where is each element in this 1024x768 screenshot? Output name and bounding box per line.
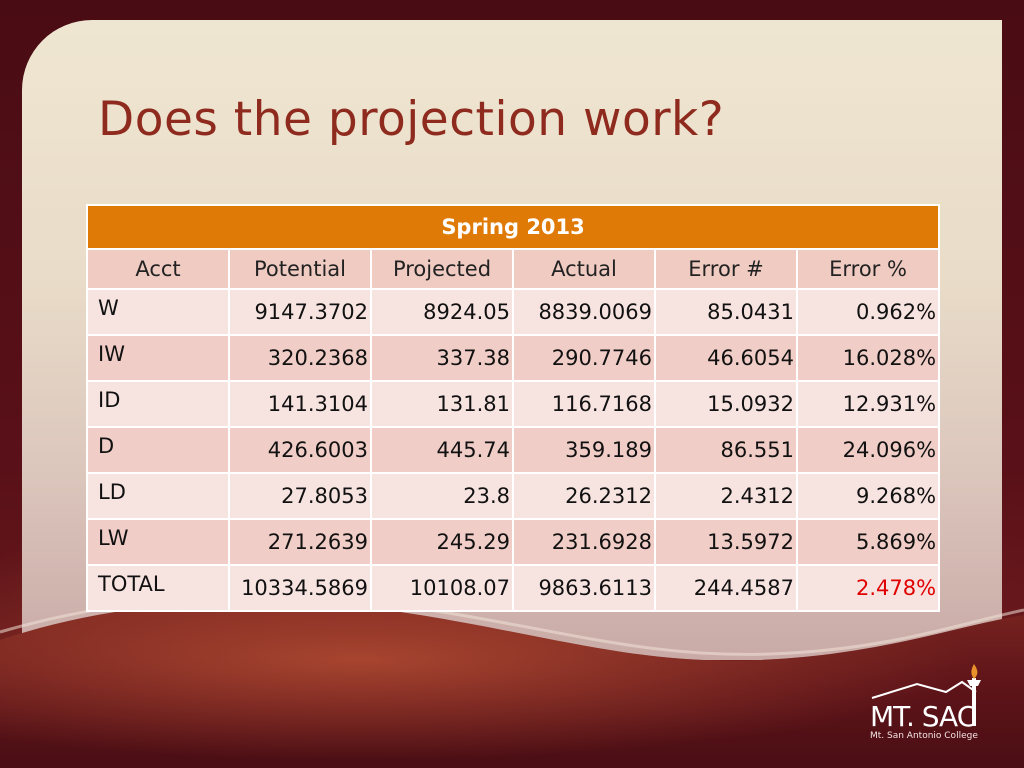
cell-acct: ID <box>86 380 230 428</box>
column-header-potential: Potential <box>228 248 372 290</box>
cell-error-count: 2.4312 <box>654 472 798 520</box>
cell-acct: IW <box>86 334 230 382</box>
cell-potential: 271.2639 <box>228 518 372 566</box>
cell-acct: TOTAL <box>86 564 230 612</box>
cell-error-count: 15.0932 <box>654 380 798 428</box>
table-row: LD 27.8053 23.8 26.2312 2.4312 9.268% <box>86 472 941 520</box>
cell-potential: 9147.3702 <box>228 288 372 336</box>
cell-potential: 27.8053 <box>228 472 372 520</box>
table-banner: Spring 2013 <box>85 204 941 250</box>
cell-projected: 23.8 <box>370 472 514 520</box>
table-total-row: TOTAL 10334.5869 10108.07 9863.6113 244.… <box>86 564 941 612</box>
cell-actual: 231.6928 <box>512 518 656 566</box>
cell-actual: 359.189 <box>512 426 656 474</box>
cell-actual: 116.7168 <box>512 380 656 428</box>
logo-name: MT. SAC <box>870 700 976 733</box>
cell-acct: D <box>86 426 230 474</box>
projection-table: Spring 2013 Acct Potential Projected Act… <box>85 204 941 612</box>
cell-potential: 141.3104 <box>228 380 372 428</box>
table-row: D 426.6003 445.74 359.189 86.551 24.096% <box>86 426 941 474</box>
cell-error-count: 46.6054 <box>654 334 798 382</box>
cell-acct: LW <box>86 518 230 566</box>
cell-error-count: 85.0431 <box>654 288 798 336</box>
cell-actual: 9863.6113 <box>512 564 656 612</box>
column-header-acct: Acct <box>86 248 230 290</box>
cell-projected: 245.29 <box>370 518 514 566</box>
column-header-actual: Actual <box>512 248 656 290</box>
cell-projected: 445.74 <box>370 426 514 474</box>
cell-projected: 8924.05 <box>370 288 514 336</box>
cell-potential: 320.2368 <box>228 334 372 382</box>
table-header-row: Acct Potential Projected Actual Error # … <box>86 248 941 290</box>
table-row: LW 271.2639 245.29 231.6928 13.5972 5.86… <box>86 518 941 566</box>
cell-error-percent: 12.931% <box>795 380 941 428</box>
cell-error-count: 13.5972 <box>654 518 798 566</box>
cell-actual: 290.7746 <box>512 334 656 382</box>
cell-error-percent: 24.096% <box>795 426 941 474</box>
cell-error-percent: 0.962% <box>795 288 941 336</box>
cell-potential: 426.6003 <box>228 426 372 474</box>
cell-error-percent: 5.869% <box>795 518 941 566</box>
cell-error-count: 244.4587 <box>654 564 798 612</box>
cell-error-count: 86.551 <box>654 426 798 474</box>
cell-projected: 131.81 <box>370 380 514 428</box>
slide-title: Does the projection work? <box>98 92 725 147</box>
table-banner-row: Spring 2013 <box>85 204 941 250</box>
table-row: IW 320.2368 337.38 290.7746 46.6054 16.0… <box>86 334 941 382</box>
column-header-projected: Projected <box>370 248 514 290</box>
cell-actual: 8839.0069 <box>512 288 656 336</box>
cell-acct: LD <box>86 472 230 520</box>
cell-error-percent: 9.268% <box>795 472 941 520</box>
cell-error-percent-total: 2.478% <box>795 564 941 612</box>
cell-error-percent: 16.028% <box>795 334 941 382</box>
column-header-error-percent: Error % <box>795 248 941 290</box>
cell-actual: 26.2312 <box>512 472 656 520</box>
cell-potential: 10334.5869 <box>228 564 372 612</box>
table-row: ID 141.3104 131.81 116.7168 15.0932 12.9… <box>86 380 941 428</box>
torch-mountain-logo-icon <box>871 664 981 726</box>
cell-projected: 10108.07 <box>370 564 514 612</box>
cell-projected: 337.38 <box>370 334 514 382</box>
table-row: W 9147.3702 8924.05 8839.0069 85.0431 0.… <box>86 288 941 336</box>
column-header-error-count: Error # <box>654 248 798 290</box>
cell-acct: W <box>86 288 230 336</box>
logo-subtitle: Mt. San Antonio College <box>870 731 978 741</box>
